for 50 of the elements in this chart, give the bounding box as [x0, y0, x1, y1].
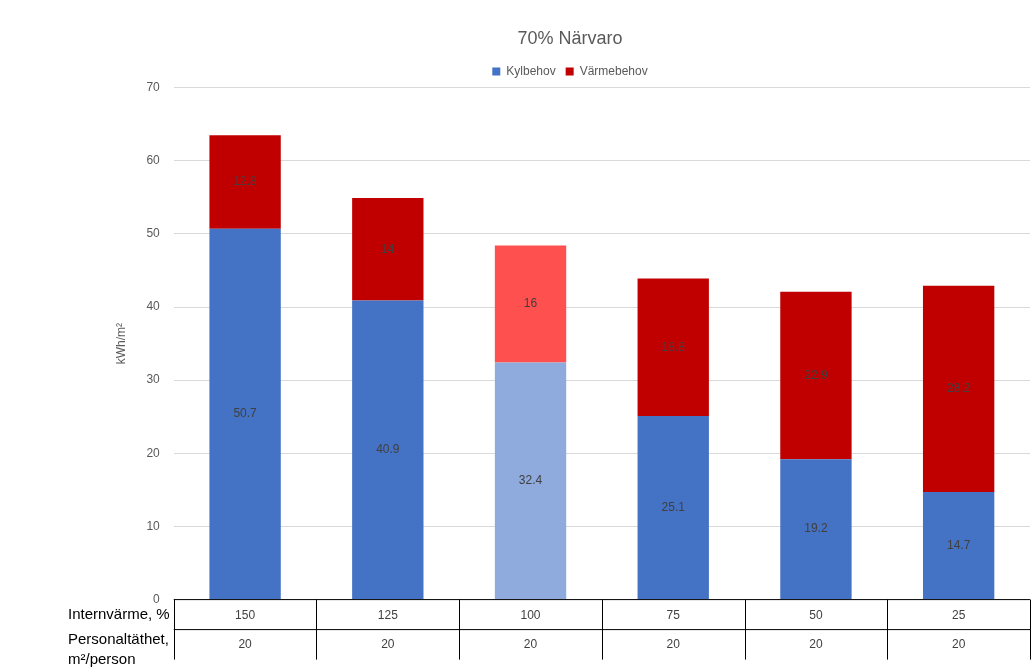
- text: 20: [381, 636, 395, 651]
- y-axis-title: kWh/m²: [113, 322, 128, 365]
- y-tick-label: 70: [146, 79, 161, 94]
- data-label: 14.7: [946, 537, 971, 552]
- text: 20: [951, 636, 966, 651]
- data-label: 19.2: [804, 521, 828, 536]
- legend-label: Värmebehov: [579, 63, 648, 78]
- bar: [352, 198, 424, 301]
- bar: [494, 362, 567, 600]
- data-label: 40.9: [376, 442, 400, 457]
- bar: [494, 245, 567, 363]
- data-label: 32.4: [518, 473, 543, 488]
- text: 20: [809, 636, 823, 651]
- text: 20: [666, 636, 681, 651]
- legend-label: Kylbehov: [506, 63, 556, 78]
- bar: [922, 492, 995, 600]
- data-label: 25.1: [661, 499, 686, 514]
- chart-title: 70% Närvaro: [517, 27, 623, 48]
- y-tick-label: 20: [146, 445, 161, 460]
- data-label: 18.8: [661, 339, 686, 354]
- text: 20: [238, 636, 253, 651]
- bar: [780, 291, 852, 460]
- y-tick-label: 40: [146, 299, 161, 314]
- y-tick-label: 0: [153, 591, 161, 606]
- y-tick-label: 10: [146, 518, 161, 533]
- bar: [637, 278, 709, 417]
- text: Personaltäthet, m²/person: [68, 629, 169, 667]
- x-tick-label: 150: [235, 608, 256, 623]
- y-tick-label: 60: [146, 153, 161, 168]
- data-label: 28.2: [946, 381, 971, 396]
- data-label: 16: [523, 296, 538, 311]
- data-label: 14: [381, 241, 395, 256]
- text: 20: [523, 636, 538, 651]
- bar: [209, 228, 281, 600]
- bar: [780, 459, 852, 600]
- bar: [637, 416, 709, 600]
- data-label: 12.8: [233, 174, 258, 189]
- x-tick-label: 75: [666, 608, 681, 623]
- x-tick-label: 125: [377, 608, 399, 623]
- x-tick-label: 100: [520, 608, 541, 623]
- x-tick-label: 25: [951, 608, 966, 623]
- x-tick-label: 50: [809, 608, 823, 623]
- bar: [352, 300, 424, 600]
- bar: [922, 285, 995, 493]
- y-tick-label: 50: [146, 226, 161, 241]
- y-tick-label: 30: [146, 372, 161, 387]
- x-axis-title: Internvärme, %: [68, 604, 170, 622]
- bar: [209, 135, 281, 229]
- data-label: 50.7: [233, 406, 258, 421]
- data-label: 22.9: [804, 367, 828, 382]
